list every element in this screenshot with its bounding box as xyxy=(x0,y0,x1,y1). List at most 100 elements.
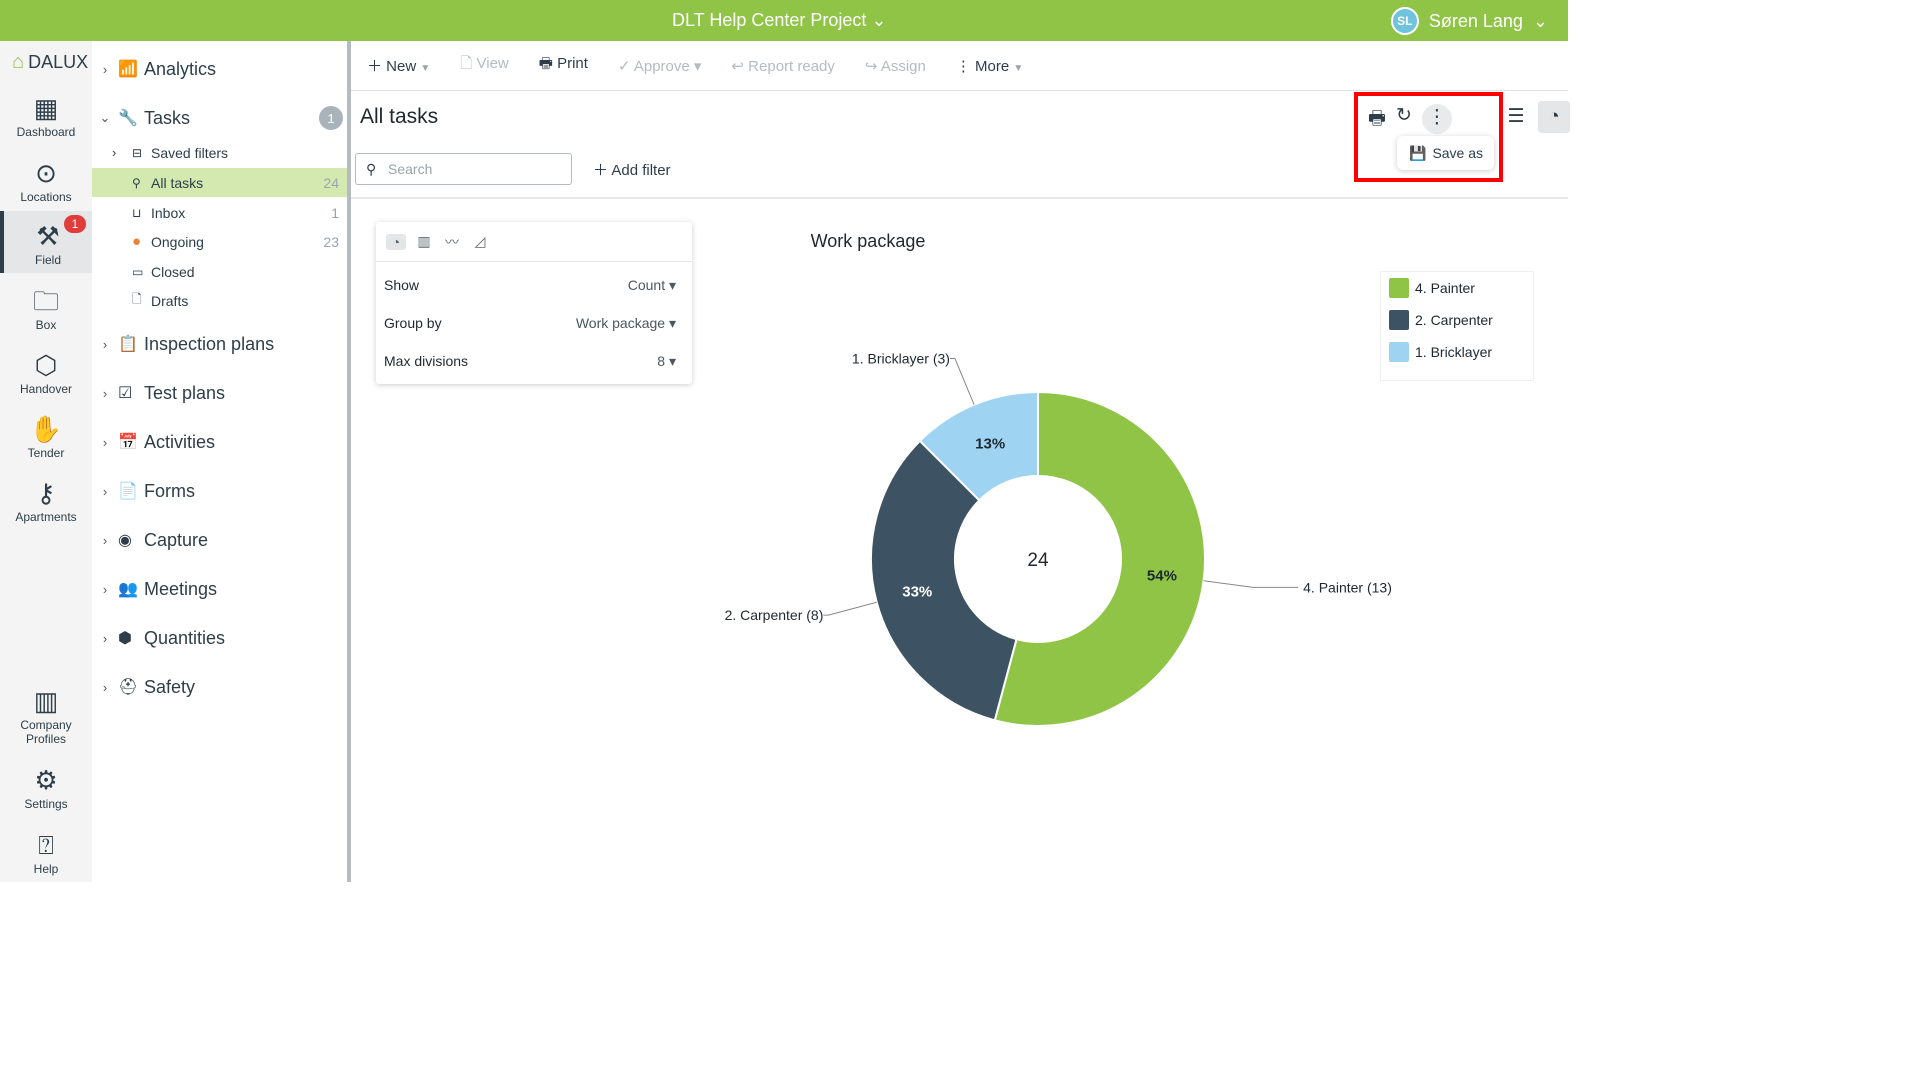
list-actions: 🖶 ↻ ⋮ xyxy=(1368,104,1452,136)
chevron-down-icon: ⌄ xyxy=(99,110,111,125)
rail-field[interactable]: ⚒ Field 1 xyxy=(0,211,92,273)
nav-test-plans[interactable]: › ☑ Test plans xyxy=(92,378,347,408)
count: 1 xyxy=(331,204,339,221)
nav-quantities[interactable]: › ⬢ Quantities xyxy=(92,623,347,653)
approve-button[interactable]: ✓ Approve ▾ xyxy=(617,57,702,75)
search-placeholder: Search xyxy=(388,161,433,177)
nav-closed[interactable]: ▭ Closed xyxy=(92,257,347,286)
chart-title: Work package xyxy=(811,231,926,251)
refresh-icon[interactable]: ↻ xyxy=(1395,105,1412,126)
chevron-right-icon: › xyxy=(102,385,108,401)
nav-activities[interactable]: › 📅 Activities xyxy=(92,427,347,457)
nav-label: Tasks xyxy=(144,107,191,128)
report-ready-button[interactable]: ↩ Report ready xyxy=(731,57,835,75)
section-icon: ◉ xyxy=(118,532,132,549)
nav-label: Safety xyxy=(144,676,196,697)
nav-meetings[interactable]: › 👥 Meetings xyxy=(92,574,347,604)
legend-item[interactable]: 2. Carpenter xyxy=(1381,304,1533,336)
show-dropdown[interactable]: Count ▾ xyxy=(627,277,676,293)
pie-slice[interactable] xyxy=(918,390,1039,502)
nav-label: Drafts xyxy=(151,292,189,309)
pie-slice[interactable] xyxy=(870,439,1018,722)
rail-apartments[interactable]: ⚷ Apartments xyxy=(0,476,92,524)
section-icon: ⬢ xyxy=(118,630,132,647)
rail-company-profiles[interactable]: ▥ Company Profiles xyxy=(0,684,92,746)
nav-analytics[interactable]: › 📶 Analytics xyxy=(92,54,347,84)
legend-swatch xyxy=(1389,342,1409,362)
group-by-value: Work package xyxy=(575,315,666,331)
rail-label: Dashboard xyxy=(16,125,76,139)
print-button[interactable]: 🖶 Print xyxy=(538,55,588,72)
gear-icon: ⚙ xyxy=(34,765,58,795)
analytics-icon: 📶 xyxy=(118,61,138,78)
rail-label: Box xyxy=(35,318,57,332)
add-filter-button[interactable]: ＋ Add filter xyxy=(593,159,671,180)
rail-settings[interactable]: ⚙ Settings xyxy=(0,763,92,811)
more-options-button[interactable]: ⋮ xyxy=(1421,104,1452,134)
ongoing-dot-icon: ● xyxy=(132,233,142,250)
plus-icon: ＋ xyxy=(593,162,609,179)
project-selector[interactable]: DLT Help Center Project ⌄ xyxy=(672,10,887,31)
more-button[interactable]: ⋮ More ▼ xyxy=(955,57,1024,75)
nav-saved-filters[interactable]: › ⊟ Saved filters xyxy=(92,138,347,167)
nav-inbox[interactable]: ⊔ Inbox 1 xyxy=(92,198,347,227)
rail-tender[interactable]: ✋ Tender xyxy=(0,412,92,460)
search-input[interactable]: ⚲ Search xyxy=(355,153,572,185)
max-divisions-dropdown[interactable]: 8 ▾ xyxy=(657,353,676,369)
rail-label: Apartments xyxy=(15,510,77,524)
rail-handover[interactable]: ⬡ Handover xyxy=(0,348,92,396)
list-view-icon[interactable]: ☰ xyxy=(1507,106,1525,127)
legend-item[interactable]: 4. Painter xyxy=(1381,272,1533,304)
nav-inspection-plans[interactable]: › 📋 Inspection plans xyxy=(92,329,347,359)
rail-dashboard[interactable]: ▦ Dashboard xyxy=(0,91,92,139)
view-button[interactable]: 🗋 View xyxy=(460,55,509,72)
callout-label: 2. Carpenter (8) xyxy=(725,607,824,623)
nav-all-tasks[interactable]: ⚲ All tasks 24 xyxy=(92,168,347,197)
user-menu[interactable]: SL Søren Lang ⌄ xyxy=(1390,7,1548,35)
nav-tasks[interactable]: ⌄ 🔧 Tasks 1 xyxy=(92,103,347,133)
assign-button[interactable]: ↪ Assign xyxy=(864,57,926,75)
app-rail: ⌂ DALUX ▦ Dashboard ⊙ Locations ⚒ Field 1 🗀 Bo… xyxy=(0,41,92,882)
callout-label: 4. Painter (13) xyxy=(1303,579,1392,595)
nav-ongoing[interactable]: ● Ongoing 23 xyxy=(92,227,347,256)
count: 23 xyxy=(323,233,339,250)
group-by-dropdown[interactable]: Work package ▾ xyxy=(575,315,676,331)
wrench-icon: 🔧 xyxy=(118,110,138,127)
nav-label: Closed xyxy=(151,263,195,280)
print-label: Print xyxy=(557,55,588,72)
chevron-right-icon: › xyxy=(102,483,108,499)
nav-capture[interactable]: › ◉ Capture xyxy=(92,525,347,555)
nav-scrollbar[interactable] xyxy=(347,41,351,882)
slice-percent-label: 13% xyxy=(975,436,1005,453)
area-chart-icon[interactable]: ◿ xyxy=(474,233,486,249)
rail-locations[interactable]: ⊙ Locations xyxy=(0,156,92,204)
nav-label: Saved filters xyxy=(151,144,229,161)
legend-item[interactable]: 1. Bricklayer xyxy=(1381,336,1533,368)
user-name: Søren Lang xyxy=(1428,10,1523,31)
rail-box[interactable]: 🗀 Box xyxy=(0,284,92,332)
nav-forms[interactable]: › 📄 Forms xyxy=(92,476,347,506)
chevron-right-icon: › xyxy=(102,434,108,450)
chevron-right-icon: › xyxy=(102,679,108,695)
rail-help[interactable]: ⍰ Help xyxy=(0,828,92,876)
pie-chart-icon[interactable]: ◔ xyxy=(386,233,406,250)
save-as-menu-item[interactable]: 💾 Save as xyxy=(1397,136,1494,170)
print-icon[interactable]: 🖶 xyxy=(1368,108,1386,129)
bar-chart-icon[interactable]: ▥ xyxy=(417,233,431,249)
nav-label: Forms xyxy=(144,480,195,501)
show-label: Show xyxy=(384,277,420,293)
line-chart-icon[interactable]: 〰 xyxy=(445,233,459,250)
dalux-logo[interactable]: ⌂ DALUX xyxy=(12,51,89,73)
new-button[interactable]: ＋ New ▼ xyxy=(367,58,431,75)
chart-total: 24 xyxy=(1027,550,1049,571)
nav-safety[interactable]: › ⛑ Safety xyxy=(92,672,347,702)
chevron-down-icon: ⌄ xyxy=(1532,10,1548,31)
pie-slice[interactable] xyxy=(993,390,1206,727)
view-switcher: ☰ ◔ xyxy=(1500,101,1570,133)
legend-swatch xyxy=(1389,310,1409,330)
section-icon: 📄 xyxy=(118,483,138,500)
toolbar: ＋ New ▼ 🗋 View 🖶 Print ✓ Approve ▾ ↩ Rep… xyxy=(351,41,1568,91)
notification-badge: 1 xyxy=(64,215,86,233)
chart-view-icon[interactable]: ◔ xyxy=(1538,101,1570,133)
nav-drafts[interactable]: 🗋 Drafts xyxy=(92,286,347,315)
